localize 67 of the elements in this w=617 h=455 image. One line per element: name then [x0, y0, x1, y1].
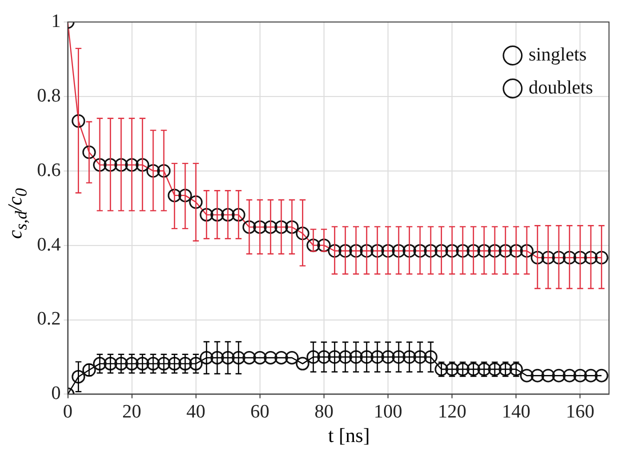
point — [498, 362, 512, 376]
point — [402, 350, 416, 364]
point — [445, 362, 459, 376]
point — [232, 350, 246, 364]
point — [413, 350, 427, 364]
point — [456, 362, 470, 376]
point — [178, 356, 192, 370]
point — [349, 350, 363, 364]
point — [594, 368, 608, 382]
x-tick-label: 100 — [374, 402, 402, 423]
point — [434, 362, 448, 376]
legend-label: singlets — [528, 44, 587, 66]
x-tick-label: 60 — [250, 402, 270, 423]
point — [189, 356, 203, 370]
point — [296, 356, 310, 370]
point — [210, 350, 224, 364]
point — [125, 356, 139, 370]
point — [424, 350, 438, 364]
point — [562, 368, 576, 382]
point — [509, 362, 523, 376]
x-tick-label: 80 — [314, 402, 334, 423]
point — [370, 350, 384, 364]
y-tick-label: 0 — [51, 383, 61, 404]
point — [306, 350, 320, 364]
y-tick-label: 0.4 — [37, 234, 62, 256]
x-tick-label: 40 — [186, 402, 206, 423]
y-tick-label: 0.8 — [37, 85, 61, 106]
point — [392, 350, 406, 364]
point — [328, 350, 342, 364]
point — [285, 350, 299, 364]
point — [584, 368, 598, 382]
point — [114, 356, 128, 370]
point — [317, 350, 331, 364]
point — [72, 370, 86, 384]
point — [541, 368, 555, 382]
y-tick-label: 0.6 — [37, 160, 61, 181]
y-tick-label: 0.2 — [37, 308, 61, 330]
x-tick-label: 20 — [122, 402, 142, 423]
point — [104, 356, 118, 370]
point — [146, 356, 160, 370]
point — [157, 356, 171, 370]
point — [264, 350, 278, 364]
x-tick-label: 140 — [502, 402, 530, 423]
point — [253, 350, 267, 364]
point — [477, 362, 491, 376]
point — [530, 368, 544, 382]
point — [136, 356, 150, 370]
point — [82, 363, 96, 377]
point — [93, 356, 107, 370]
x-axis-title: t [ns] — [327, 425, 371, 448]
point — [466, 362, 480, 376]
y-tick-label: 1 — [51, 10, 61, 32]
legend-label: doublets — [528, 77, 594, 98]
x-tick-label: 160 — [566, 402, 594, 423]
point — [338, 350, 352, 364]
point — [520, 368, 534, 382]
point — [221, 350, 235, 364]
point — [381, 350, 395, 364]
point — [168, 356, 182, 370]
point — [200, 350, 214, 364]
point — [488, 362, 502, 376]
point — [573, 368, 587, 382]
point — [274, 350, 288, 364]
point — [552, 368, 566, 382]
point — [242, 350, 256, 364]
x-tick-label: 120 — [438, 402, 466, 423]
point — [360, 350, 374, 364]
